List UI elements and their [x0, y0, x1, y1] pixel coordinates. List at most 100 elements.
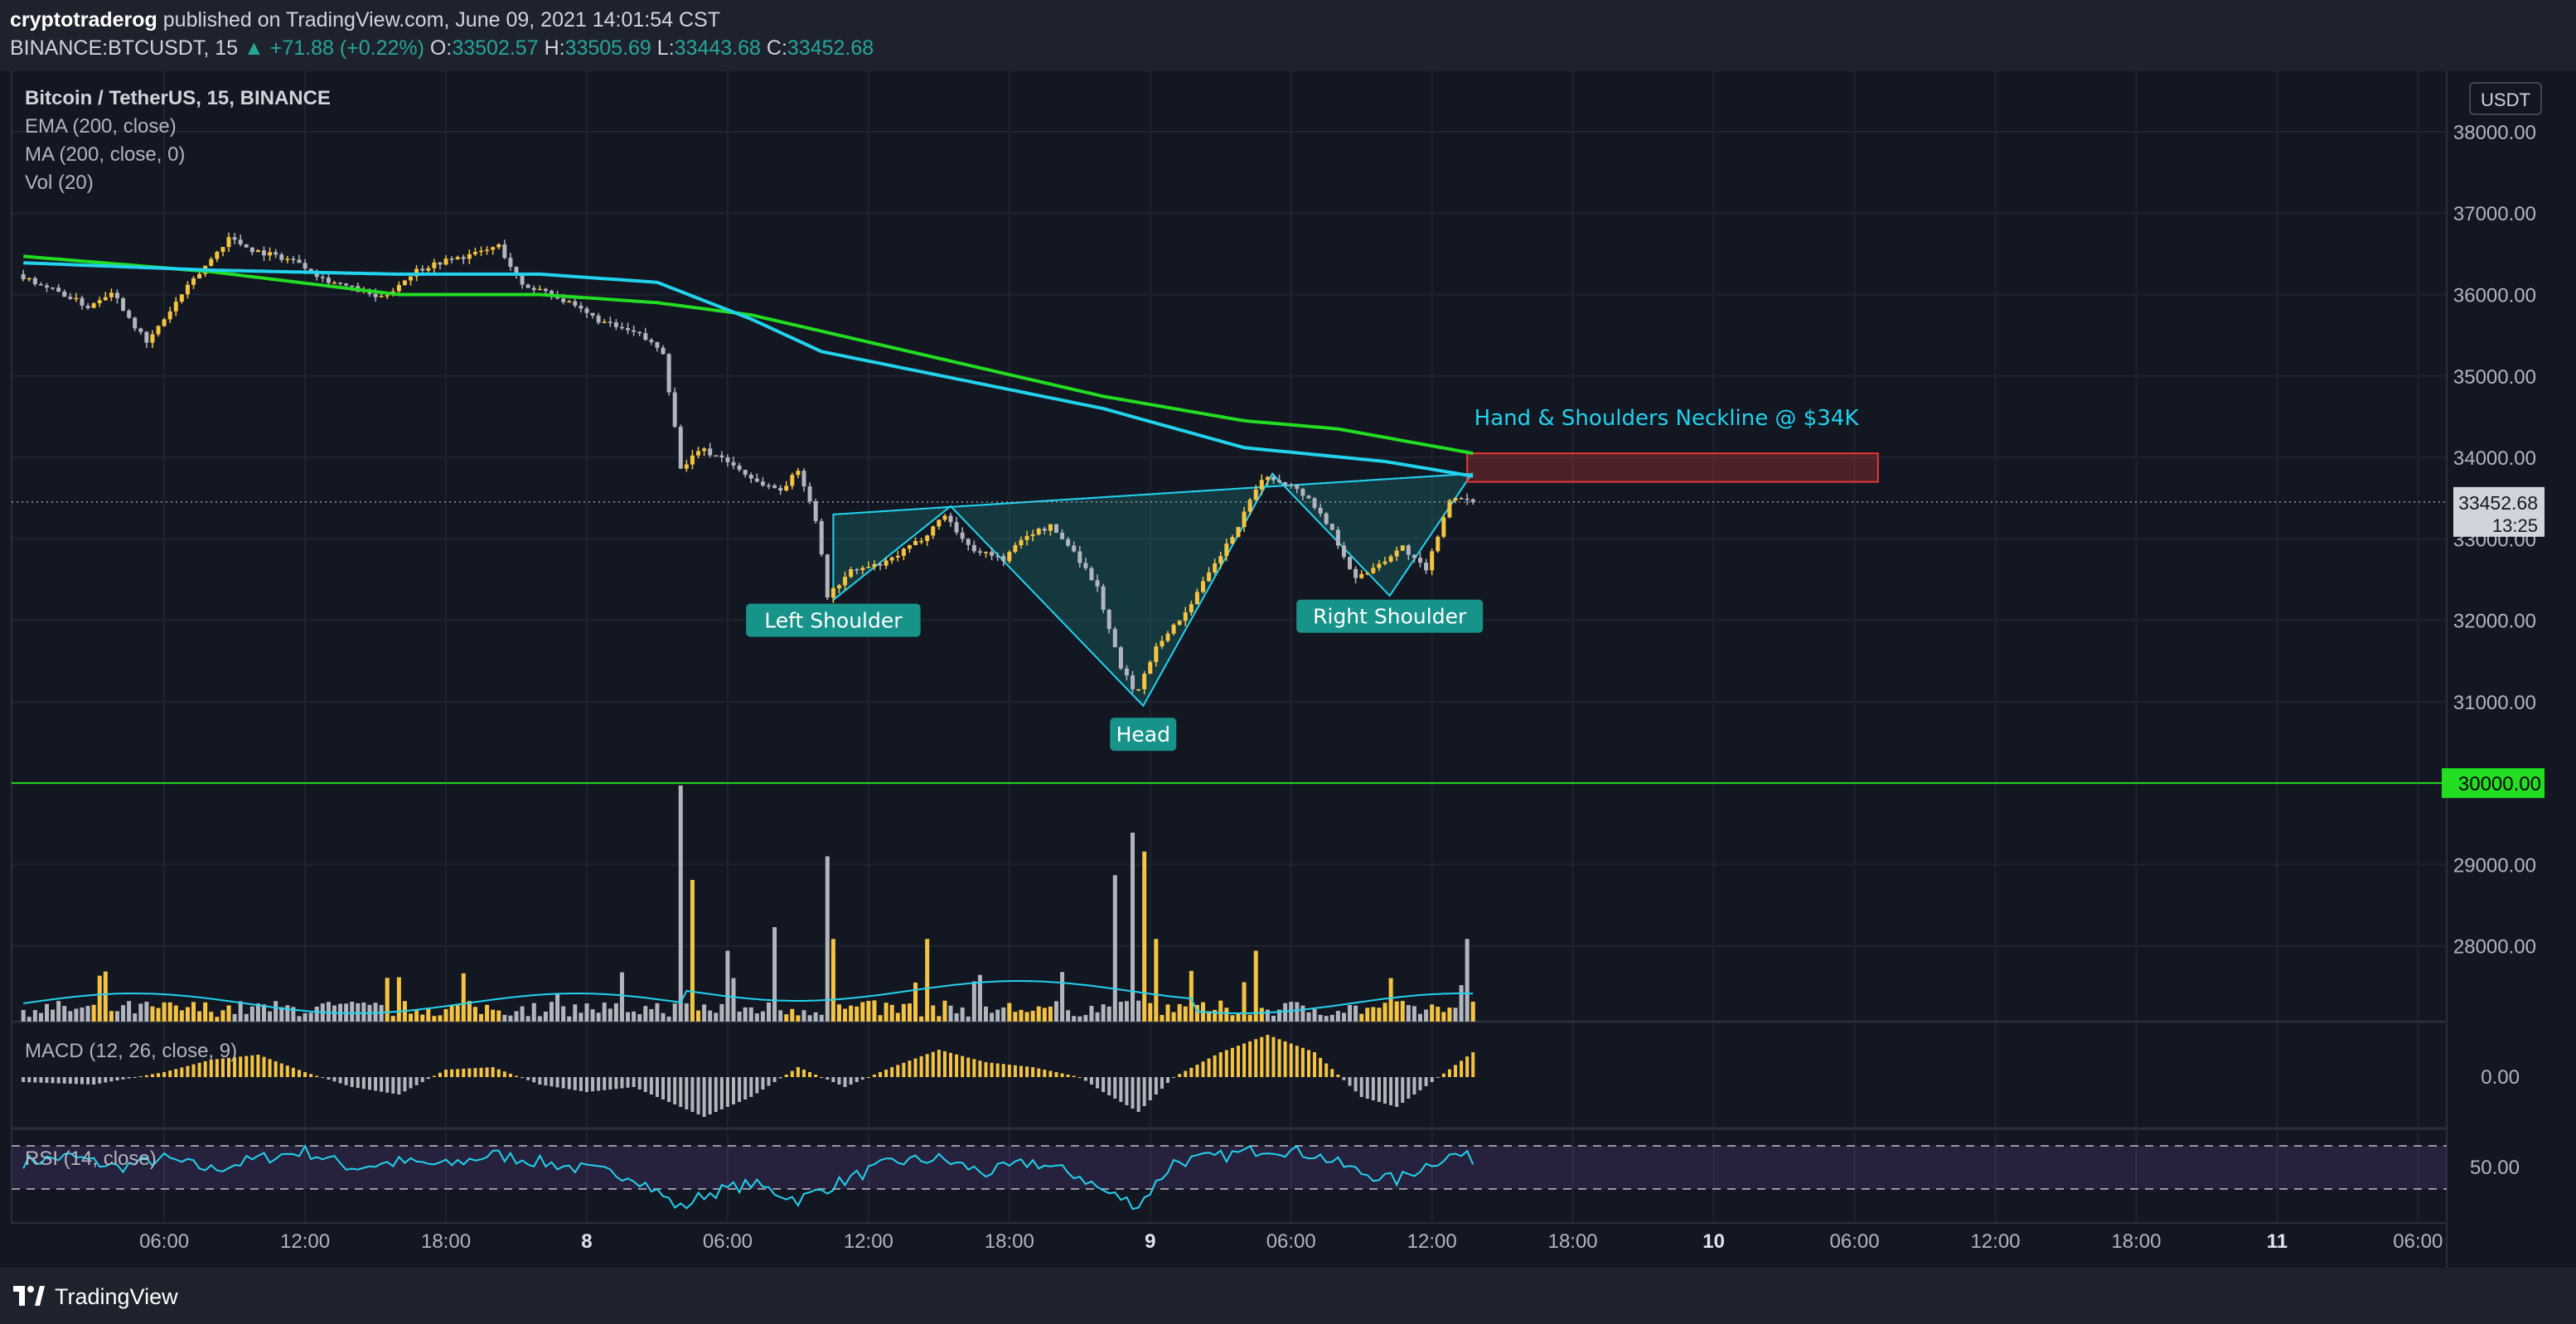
ma200-line[interactable] — [23, 254, 1474, 456]
macd-bar — [913, 1058, 918, 1077]
volume-bar — [274, 1001, 278, 1022]
volume-bar — [1077, 1016, 1082, 1022]
volume-bar — [1024, 1012, 1029, 1022]
macd-bar — [121, 1077, 125, 1080]
volume-bar — [150, 1006, 155, 1022]
volume-bar — [232, 1013, 237, 1022]
candle — [150, 330, 155, 349]
volume-bar — [133, 1013, 138, 1022]
candle — [884, 557, 889, 569]
time-tick-label: 06:00 — [703, 1230, 753, 1253]
volume-bar — [279, 1007, 284, 1022]
volume-bar — [1224, 1007, 1229, 1022]
macd-bar — [256, 1055, 260, 1077]
left-shoulder-label[interactable]: Left Shoulder — [746, 603, 921, 637]
tradingview-logo-icon[interactable] — [12, 1284, 45, 1307]
candle-body — [1106, 610, 1111, 630]
candle — [85, 302, 90, 310]
candle — [990, 547, 995, 561]
volume-bar — [127, 1001, 132, 1022]
candle — [937, 519, 942, 530]
candle — [766, 482, 771, 490]
candle — [121, 297, 126, 312]
macd-bar — [1447, 1069, 1451, 1077]
candle — [461, 254, 466, 264]
publisher-name[interactable]: cryptotraderog — [10, 8, 157, 31]
candle-body — [91, 303, 96, 308]
candle — [1295, 484, 1300, 494]
candle-body — [1036, 529, 1041, 534]
volume-bar — [602, 1002, 607, 1022]
volume-bar — [156, 1007, 161, 1022]
candle-body — [385, 295, 390, 297]
candle-body — [156, 326, 161, 335]
macd-bar — [361, 1077, 366, 1090]
candle-body — [114, 292, 119, 299]
volume-bar — [807, 1015, 812, 1022]
neckline-zone[interactable] — [1466, 452, 1879, 483]
macd-bar — [1136, 1077, 1140, 1112]
candle-body — [772, 485, 777, 488]
candle — [496, 243, 501, 249]
currency-badge[interactable] — [2469, 82, 2542, 115]
head-and-shoulders-pattern[interactable] — [832, 472, 1474, 708]
macd-bar — [743, 1077, 748, 1099]
candle — [1036, 527, 1041, 536]
tradingview-brand[interactable]: TradingView — [55, 1284, 178, 1309]
candle-body — [1371, 568, 1376, 573]
macd-bar — [1283, 1041, 1287, 1077]
candle — [1106, 608, 1111, 634]
candle — [778, 485, 783, 495]
candle — [1277, 474, 1282, 484]
candle-body — [1230, 537, 1235, 544]
volume-bar — [249, 1006, 254, 1022]
candle-body — [479, 250, 484, 253]
volume-bar — [1436, 1007, 1441, 1022]
candle-body — [1112, 629, 1117, 648]
macd-bar — [1096, 1077, 1100, 1089]
candle-body — [537, 288, 542, 291]
volume-bar — [162, 1002, 167, 1022]
volume-bar — [708, 1010, 713, 1022]
candle — [80, 295, 85, 310]
volume-bar — [960, 1007, 965, 1022]
volume-bar — [1124, 1001, 1129, 1022]
macd-bar — [62, 1077, 66, 1084]
ema200-line[interactable] — [23, 261, 1474, 478]
volume-bar — [502, 1014, 507, 1022]
volume-bar — [743, 1007, 748, 1022]
candle — [409, 276, 414, 286]
macd-bar — [1054, 1072, 1058, 1077]
candle — [1312, 496, 1317, 510]
candle — [508, 253, 513, 271]
volume-bar — [1300, 1005, 1305, 1022]
candle — [249, 247, 254, 256]
macd-bar — [1436, 1077, 1440, 1078]
candle-body — [931, 526, 936, 536]
candle-body — [68, 297, 73, 299]
macd-bar — [597, 1077, 601, 1091]
candle-body — [819, 520, 824, 555]
candle — [983, 551, 988, 558]
candle — [1394, 546, 1399, 562]
macd-bar — [39, 1077, 43, 1083]
candle — [1165, 631, 1170, 643]
candle-body — [661, 347, 666, 355]
macd-bar — [1224, 1050, 1228, 1077]
candle-body — [232, 237, 237, 240]
volume-bar — [754, 1013, 759, 1022]
head-label[interactable]: Head — [1110, 718, 1177, 751]
macd-bar — [1019, 1065, 1023, 1077]
macd-bar — [925, 1054, 929, 1077]
right-shoulder-label[interactable]: Right Shoulder — [1296, 599, 1484, 633]
price-chart[interactable]: Left Shoulder Head Right Shoulder Hand & Sh… — [0, 71, 2576, 1268]
macd-bar — [614, 1077, 618, 1090]
candle — [1218, 551, 1223, 569]
candle — [156, 325, 161, 337]
time-tick-label: 18:00 — [1548, 1230, 1598, 1253]
candle-body — [344, 283, 349, 286]
volume-bar — [1365, 1007, 1370, 1022]
volume-bar — [209, 1012, 214, 1022]
volume-bar — [537, 1016, 542, 1022]
volume-bar — [1007, 1003, 1012, 1022]
